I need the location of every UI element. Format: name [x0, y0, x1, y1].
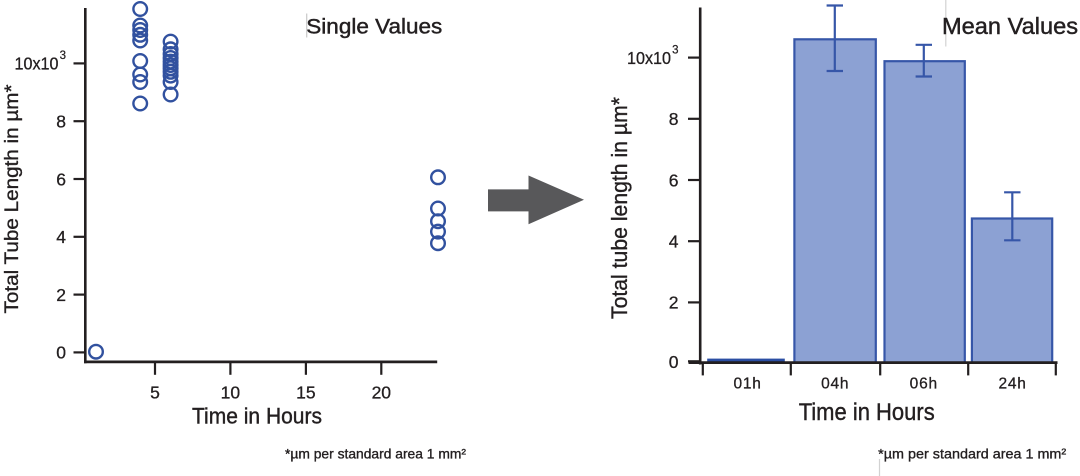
svg-text:20: 20 — [372, 382, 392, 402]
svg-text:3: 3 — [672, 44, 678, 56]
svg-text:4: 4 — [669, 232, 679, 252]
svg-text:2: 2 — [669, 293, 679, 313]
svg-text:Total Tube Length in µm*: Total Tube Length in µm* — [2, 84, 23, 314]
svg-text:06h: 06h — [910, 375, 938, 392]
svg-text:10: 10 — [221, 382, 241, 402]
svg-text:6: 6 — [669, 170, 679, 190]
svg-text:4: 4 — [56, 227, 66, 247]
svg-text:Time in Hours: Time in Hours — [192, 403, 322, 428]
svg-text:8: 8 — [56, 112, 66, 132]
svg-text:8: 8 — [669, 109, 679, 129]
svg-text:6: 6 — [56, 169, 66, 189]
svg-text:04h: 04h — [821, 375, 849, 392]
svg-text:01h: 01h — [733, 375, 761, 392]
svg-text:Time in Hours: Time in Hours — [799, 399, 935, 426]
svg-text:10x10: 10x10 — [15, 54, 59, 74]
svg-text:Mean Values: Mean Values — [942, 13, 1078, 39]
svg-text:5: 5 — [150, 382, 160, 402]
svg-text:3: 3 — [60, 50, 66, 62]
svg-text:0: 0 — [56, 343, 66, 363]
svg-text:*µm per standard area 1 mm²: *µm per standard area 1 mm² — [285, 446, 466, 461]
svg-text:24h: 24h — [998, 375, 1026, 392]
svg-text:Total tube length in µm*: Total tube length in µm* — [607, 97, 632, 319]
svg-text:15: 15 — [296, 382, 315, 402]
svg-text:*µm per standard area 1 mm²: *µm per standard area 1 mm² — [878, 446, 1066, 462]
svg-text:10x10: 10x10 — [627, 48, 671, 68]
svg-text:2: 2 — [56, 285, 66, 305]
svg-text:0: 0 — [669, 352, 679, 372]
svg-text:Single Values: Single Values — [306, 15, 442, 38]
